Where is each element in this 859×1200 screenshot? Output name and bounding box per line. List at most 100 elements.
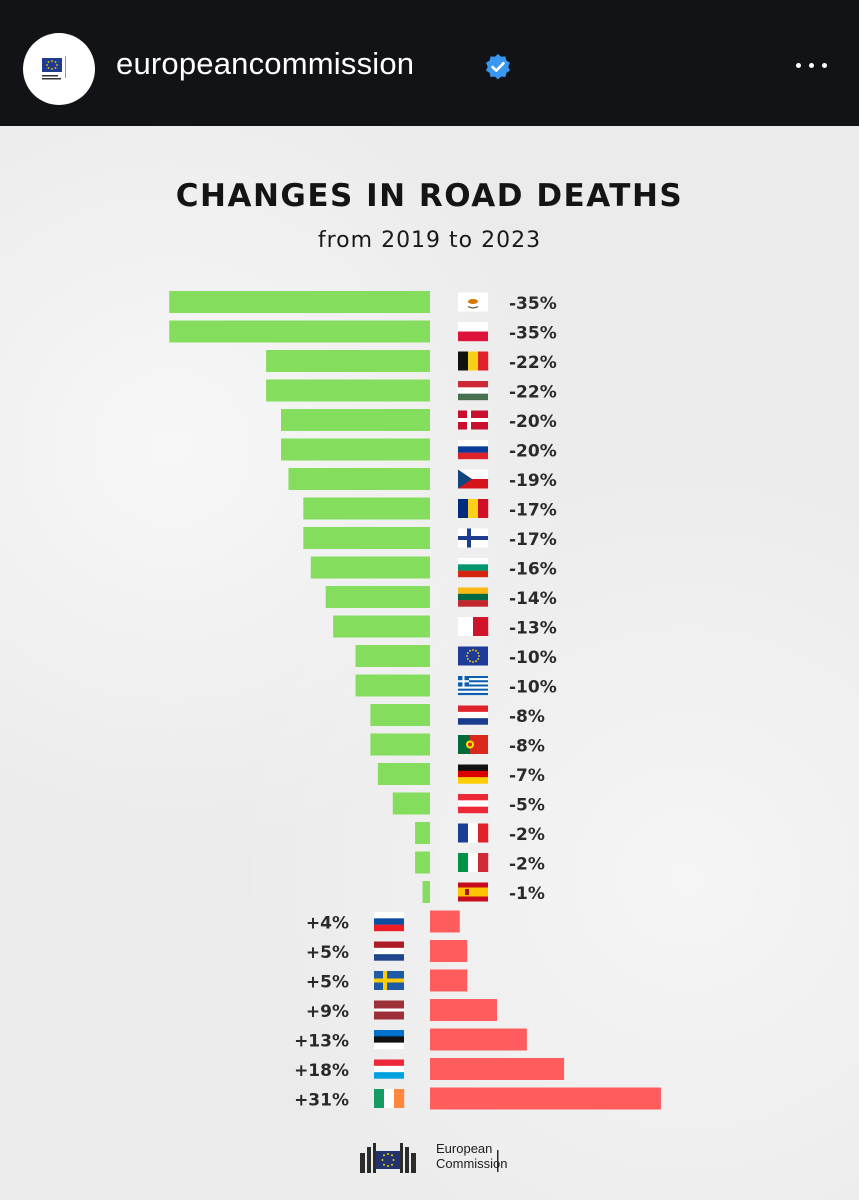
value-label-mt: -13% xyxy=(509,619,557,639)
bar-fi xyxy=(303,527,430,549)
bar-hu xyxy=(266,379,430,402)
flag-at-icon xyxy=(458,794,488,814)
value-label-si: -20% xyxy=(509,442,557,462)
flag-ro-icon xyxy=(458,499,489,518)
value-label-hr: -8% xyxy=(509,707,545,727)
flag-eu-icon xyxy=(458,646,488,666)
value-label-cy: -35% xyxy=(509,294,557,314)
bar-ie xyxy=(430,1087,661,1110)
chart-row-pl: -35% xyxy=(169,320,557,344)
account-avatar[interactable] xyxy=(23,33,95,105)
bar-fr xyxy=(415,822,430,844)
footer-logo-text: European Commission xyxy=(436,1141,508,1171)
chart-row-lv: +9% xyxy=(306,999,498,1022)
flag-pl-icon xyxy=(458,322,488,342)
flag-lu-icon xyxy=(374,1059,404,1079)
flag-cz-icon xyxy=(458,469,488,489)
flag-sk-icon xyxy=(374,912,404,932)
value-label-eu: -10% xyxy=(509,648,557,668)
value-label-lt: -14% xyxy=(509,589,557,609)
chart-row-sk: +4% xyxy=(306,910,460,934)
value-label-lu: +18% xyxy=(294,1061,349,1081)
value-label-cz: -19% xyxy=(509,471,557,491)
chart-title: CHANGES IN ROAD DEATHS xyxy=(175,178,684,214)
more-dot xyxy=(821,62,827,68)
chart-row-bg: -16% xyxy=(310,556,557,580)
flag-cy-icon xyxy=(458,292,488,312)
bar-pt xyxy=(370,733,430,756)
bar-es xyxy=(422,881,430,903)
flag-si-icon xyxy=(458,440,488,460)
flag-es-icon xyxy=(458,882,488,902)
value-label-gr: -10% xyxy=(509,678,557,698)
european-commission-footer-logo xyxy=(360,1143,499,1173)
chart-row-hr: -8% xyxy=(370,704,545,727)
chart-row-lt: -14% xyxy=(325,586,557,609)
bar-it xyxy=(415,851,430,874)
chart-row-be: -22% xyxy=(266,350,557,373)
value-label-bg: -16% xyxy=(509,560,557,580)
flag-ie-icon xyxy=(374,1089,405,1108)
flag-it-icon xyxy=(458,853,489,872)
flag-se-icon xyxy=(374,971,404,990)
value-label-pl: -35% xyxy=(509,324,557,344)
account-name[interactable]: europeancommission xyxy=(116,46,415,81)
bar-lv xyxy=(430,999,498,1021)
value-label-fr: -2% xyxy=(509,825,545,845)
footer-logo-line1: European xyxy=(436,1141,493,1156)
bar-eu xyxy=(355,645,430,667)
chart-row-fi: -17% xyxy=(303,527,557,550)
value-label-lv: +9% xyxy=(306,1002,349,1022)
more-options-icon[interactable] xyxy=(786,50,836,80)
chart-row-it: -2% xyxy=(415,851,545,875)
flag-fr-icon xyxy=(458,823,489,843)
flag-lt-icon xyxy=(458,587,488,607)
chart-row-cy: -35% xyxy=(169,291,557,314)
flag-be-icon xyxy=(458,351,489,371)
value-label-pt: -8% xyxy=(509,737,545,757)
bar-lt xyxy=(325,586,430,608)
flag-hr-icon xyxy=(458,705,488,725)
chart-row-pt: -8% xyxy=(370,733,545,757)
eu-commission-logo-icon xyxy=(38,53,80,85)
bar-at xyxy=(392,792,430,815)
bar-ro xyxy=(303,497,430,520)
chart-row-eu: -10% xyxy=(355,645,557,668)
value-label-ee: +13% xyxy=(294,1032,349,1052)
bar-be xyxy=(266,350,430,372)
flag-dk-icon xyxy=(458,410,488,430)
flag-mt-icon xyxy=(458,617,489,636)
value-label-fi: -17% xyxy=(509,530,557,550)
value-label-ro: -17% xyxy=(509,501,557,521)
value-label-nl: +5% xyxy=(306,943,349,963)
chart-row-mt: -13% xyxy=(333,615,557,639)
flag-fi-icon xyxy=(458,528,488,548)
flag-de-icon xyxy=(458,764,488,784)
chart-row-es: -1% xyxy=(422,881,545,904)
value-label-se: +5% xyxy=(306,973,349,993)
flag-bg-icon xyxy=(458,558,488,578)
bar-ee xyxy=(430,1028,527,1051)
chart-subtitle: from 2019 to 2023 xyxy=(317,228,542,253)
chart-row-cz: -19% xyxy=(288,468,557,491)
value-label-dk: -20% xyxy=(509,412,557,432)
flag-lv-icon xyxy=(374,1000,404,1020)
bar-si xyxy=(281,438,430,461)
value-label-at: -5% xyxy=(509,796,545,816)
flag-nl-icon xyxy=(374,941,404,961)
value-label-it: -2% xyxy=(509,855,545,875)
chart-row-fr: -2% xyxy=(415,822,545,845)
bar-nl xyxy=(430,940,468,962)
value-label-es: -1% xyxy=(509,884,545,904)
bar-de xyxy=(377,763,430,785)
bar-mt xyxy=(333,615,430,638)
value-label-de: -7% xyxy=(509,766,545,786)
post-header: europeancommission xyxy=(0,0,859,126)
flag-hu-icon xyxy=(458,381,488,401)
chart-row-lu: +18% xyxy=(294,1058,565,1081)
bar-sk xyxy=(430,910,460,933)
bar-gr xyxy=(355,674,430,697)
chart-row-si: -20% xyxy=(281,438,557,462)
verified-badge-icon xyxy=(486,54,510,80)
